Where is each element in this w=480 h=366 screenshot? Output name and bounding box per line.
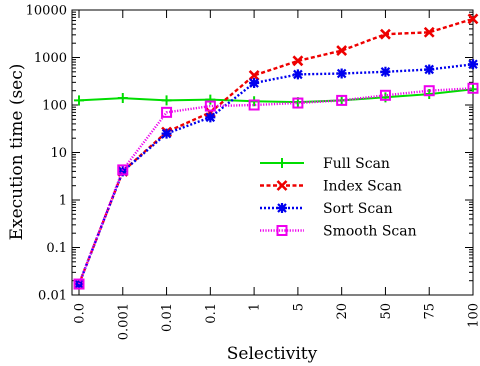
data-point bbox=[292, 55, 304, 67]
data-point bbox=[336, 68, 347, 79]
y-axis: 0.01 0.1 1 10 100 1000 10000 bbox=[26, 4, 473, 304]
legend-entry: Smooth Scan bbox=[260, 224, 417, 240]
data-point bbox=[423, 26, 435, 38]
data-point bbox=[424, 64, 435, 75]
data-point bbox=[468, 59, 478, 70]
data-point bbox=[117, 166, 128, 177]
data-point bbox=[249, 78, 260, 89]
data-point bbox=[380, 28, 391, 40]
legend-label: Index Scan bbox=[323, 179, 402, 195]
legend: Full Scan Index Scan Sort Scan Smooth Scan bbox=[260, 156, 417, 240]
data-point bbox=[467, 13, 479, 25]
data-point bbox=[73, 278, 85, 290]
data-point bbox=[292, 69, 303, 80]
x-tick-label: 5 bbox=[291, 303, 306, 311]
x-tick-label: 20 bbox=[335, 303, 350, 320]
y-tick-label: 100 bbox=[42, 99, 67, 114]
data-point bbox=[336, 45, 348, 56]
data-point bbox=[292, 97, 304, 109]
x-tick-label: 50 bbox=[379, 303, 394, 320]
x-tick-label: 0.01 bbox=[160, 303, 175, 332]
series-line bbox=[77, 63, 474, 285]
y-axis-label: Execution time (sec) bbox=[7, 64, 27, 241]
data-point bbox=[276, 225, 288, 236]
series-smooth-scan bbox=[73, 82, 479, 290]
legend-label: Full Scan bbox=[323, 156, 390, 172]
data-point bbox=[117, 93, 128, 104]
data-point bbox=[379, 89, 391, 101]
data-point bbox=[248, 69, 260, 81]
series-line bbox=[78, 88, 474, 104]
data-point bbox=[204, 100, 216, 112]
data-point bbox=[277, 158, 287, 168]
x-tick-label: 75 bbox=[423, 303, 438, 320]
series-layer bbox=[73, 13, 479, 290]
legend-entry: Full Scan bbox=[260, 156, 390, 172]
y-tick-label: 0.01 bbox=[38, 289, 67, 304]
x-tick-label: 1 bbox=[248, 303, 263, 311]
data-point bbox=[205, 112, 216, 123]
y-tick-label: 0.1 bbox=[46, 241, 67, 256]
series-sort-scan bbox=[74, 59, 478, 290]
data-point bbox=[74, 95, 84, 106]
data-point bbox=[117, 164, 129, 176]
x-axis-label: Selectivity bbox=[227, 344, 318, 364]
y-tick-label: 1000 bbox=[34, 51, 67, 66]
data-point bbox=[248, 99, 260, 111]
legend-label: Smooth Scan bbox=[323, 224, 417, 240]
data-point bbox=[161, 106, 173, 118]
data-point bbox=[161, 95, 172, 106]
x-axis: 0.0 0.001 0.01 0.1 1 5 20 50 75 100 bbox=[73, 10, 480, 340]
data-point bbox=[161, 128, 172, 139]
x-tick-label: 0.001 bbox=[116, 303, 131, 340]
data-point bbox=[467, 82, 479, 94]
legend-entry: Sort Scan bbox=[260, 201, 393, 217]
legend-entry: Index Scan bbox=[260, 179, 402, 195]
series-index-scan bbox=[73, 13, 479, 290]
series-full-scan bbox=[74, 84, 478, 108]
data-point bbox=[277, 203, 287, 213]
legend-label: Sort Scan bbox=[323, 201, 393, 217]
data-point bbox=[423, 85, 435, 97]
x-tick-label: 100 bbox=[467, 303, 480, 328]
y-tick-label: 10000 bbox=[26, 4, 67, 19]
x-tick-label: 0.0 bbox=[73, 303, 88, 324]
x-tick-label: 0.1 bbox=[204, 303, 219, 324]
plot-frame bbox=[71, 9, 474, 296]
data-point bbox=[205, 94, 216, 105]
series-line bbox=[77, 17, 474, 285]
data-point bbox=[380, 66, 391, 77]
y-tick-label: 10 bbox=[50, 146, 67, 161]
data-point bbox=[276, 180, 288, 191]
y-tick-label: 1 bbox=[59, 194, 67, 209]
data-point bbox=[336, 94, 348, 106]
data-point bbox=[424, 89, 435, 100]
